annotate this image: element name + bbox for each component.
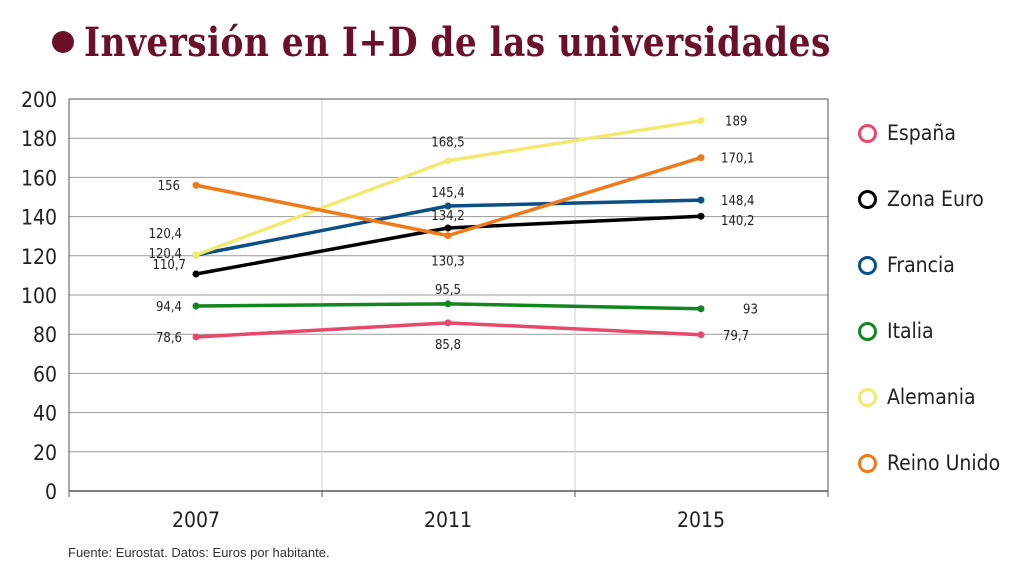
data-label: 140,2 — [721, 214, 754, 229]
legend-item: Zona Euro — [858, 166, 1000, 232]
data-label: 170,1 — [721, 152, 754, 167]
data-label: 78,6 — [156, 331, 182, 346]
legend-marker-icon — [858, 387, 877, 407]
data-point — [444, 232, 452, 240]
legend-marker-icon — [858, 123, 877, 143]
data-label: 79,7 — [723, 329, 749, 344]
x-tick-label: 2015 — [677, 508, 725, 532]
y-tick-label: 60 — [33, 362, 57, 386]
legend-label: España — [887, 121, 956, 145]
y-tick-label: 0 — [45, 480, 57, 504]
bullet-icon — [52, 31, 74, 53]
data-point — [444, 157, 452, 165]
y-tick-label: 120 — [21, 245, 57, 269]
title-block: Inversión en I+D de las universidades — [52, 14, 952, 70]
axes — [68, 98, 829, 497]
source-note: Fuente: Eurostat. Datos: Euros por habit… — [68, 545, 330, 560]
data-label: 85,8 — [435, 338, 461, 353]
data-point — [697, 117, 705, 125]
data-point — [192, 333, 200, 341]
legend-marker-icon — [858, 321, 877, 341]
data-point — [444, 319, 452, 327]
data-point — [192, 181, 200, 189]
data-label: 189 — [725, 115, 747, 130]
x-tick-label: 2007 — [172, 508, 220, 532]
legend-marker-icon — [858, 453, 877, 473]
data-point — [192, 270, 200, 278]
y-tick-label: 180 — [21, 127, 57, 151]
y-tick-label: 200 — [21, 88, 57, 112]
data-label: 168,5 — [431, 136, 464, 151]
legend-item: Italia — [858, 298, 1000, 364]
data-point — [444, 224, 452, 232]
y-tick-label: 160 — [21, 166, 57, 190]
legend-item: España — [858, 100, 1000, 166]
legend-label: Francia — [887, 253, 955, 277]
legend-label: Reino Unido — [887, 451, 1001, 475]
data-point — [444, 300, 452, 308]
legend-item: Alemania — [858, 364, 1000, 430]
data-label: 120,4 — [149, 227, 182, 242]
legend-label: Zona Euro — [887, 187, 984, 211]
data-point — [697, 212, 705, 220]
data-label: 110,7 — [153, 258, 186, 273]
legend-marker-icon — [858, 255, 877, 275]
data-point — [697, 305, 705, 313]
data-point — [192, 302, 200, 310]
y-tick-label: 40 — [33, 402, 57, 426]
data-label: 130,3 — [431, 255, 464, 270]
data-point — [697, 154, 705, 162]
data-label: 134,2 — [431, 209, 464, 224]
y-tick-label: 20 — [33, 441, 57, 465]
x-tick-label: 2011 — [424, 508, 472, 532]
data-label: 95,5 — [435, 283, 461, 298]
data-label: 156 — [158, 179, 180, 194]
data-label: 120,4 — [149, 247, 182, 262]
legend-marker-icon — [858, 189, 877, 209]
legend: España Zona Euro Francia Italia Alemania Rein… — [858, 100, 1000, 496]
legend-item: Francia — [858, 232, 1000, 298]
legend-label: Alemania — [887, 385, 976, 409]
legend-label: Italia — [887, 319, 934, 343]
data-label: 145,4 — [431, 186, 464, 201]
data-point — [192, 251, 200, 259]
data-label: 94,4 — [156, 300, 182, 315]
y-tick-label: 80 — [33, 323, 57, 347]
data-label: 93 — [743, 303, 758, 318]
data-label: 148,4 — [721, 194, 754, 209]
chart-title: Inversión en I+D de las universidades — [84, 18, 831, 66]
y-tick-label: 140 — [21, 206, 57, 230]
data-point — [697, 196, 705, 204]
data-point — [697, 331, 705, 339]
legend-item: Reino Unido — [858, 430, 1000, 496]
y-tick-label: 100 — [21, 284, 57, 308]
data-labels: 78,6 85,8 79,7 110,7 134,2 140,2 120,4 145,4 148… — [149, 115, 758, 353]
data-point — [444, 202, 452, 210]
x-axis-ticks: 2007 2011 2015 — [172, 508, 725, 532]
series-group — [192, 117, 705, 341]
y-axis-ticks: 0 20 40 60 80 100 120 140 160 180 200 — [21, 88, 57, 504]
